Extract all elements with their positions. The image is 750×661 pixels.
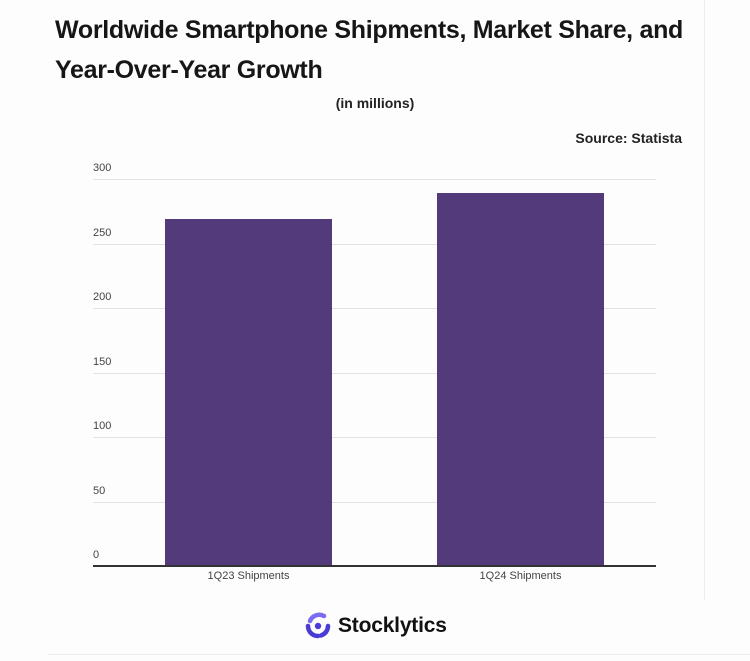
gridline <box>93 308 656 309</box>
frame-right-border <box>704 0 705 600</box>
gridline <box>93 372 656 374</box>
gridline <box>93 501 656 503</box>
brand-name: Stocklytics <box>338 614 447 637</box>
brand-logo: Stocklytics <box>304 612 447 640</box>
x-axis-line <box>93 565 656 567</box>
chart-title: Worldwide Smartphone Shipments, Market S… <box>55 16 684 84</box>
gridline <box>93 179 656 180</box>
bar[interactable] <box>437 193 604 566</box>
stocklytics-logo-icon <box>305 612 331 639</box>
y-tick-label: 150 <box>93 355 112 368</box>
y-tick-label: 200 <box>93 291 112 303</box>
gridline <box>93 243 656 245</box>
frame-bottom-border <box>48 654 750 655</box>
y-tick-label: 50 <box>93 484 106 497</box>
bar[interactable] <box>165 218 332 566</box>
y-tick-label: 0 <box>93 549 100 561</box>
x-tick-label: 1Q23 Shipments <box>207 570 290 582</box>
plot-area: 0 50 100 150 200 250 300 1Q23 Shipments 1Q24 Shi… <box>93 162 656 582</box>
y-tick-label: 300 <box>93 162 112 174</box>
source-label: Source: Statista <box>575 130 682 146</box>
chart-subtitle: (in millions) <box>335 95 415 111</box>
gridline <box>93 437 656 438</box>
x-tick-label: 1Q24 Shipments <box>479 570 562 582</box>
y-tick-label: 100 <box>93 420 112 432</box>
y-tick-label: 250 <box>93 226 112 239</box>
